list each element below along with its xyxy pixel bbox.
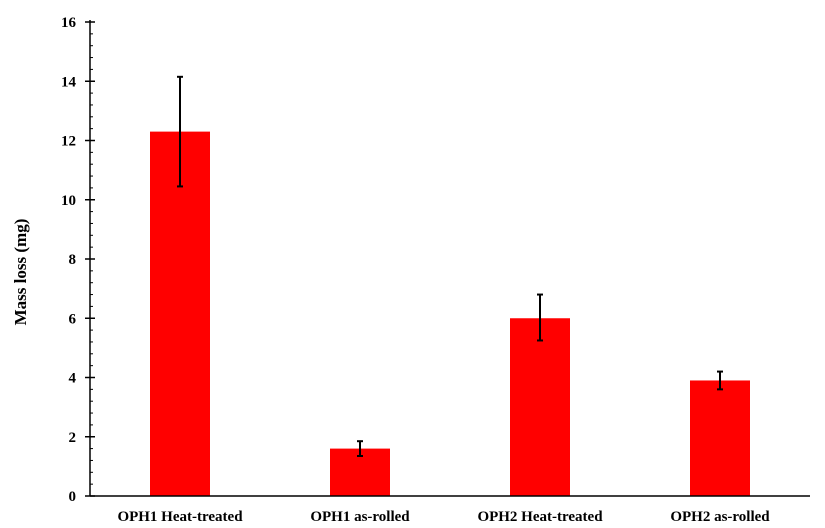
x-tick-label-1: OPH1 Heat-treated xyxy=(117,509,243,525)
y-tick-label: 6 xyxy=(69,311,77,327)
y-tick-label: 16 xyxy=(61,15,77,31)
x-tick-label-4: OPH2 as-rolled xyxy=(670,509,770,525)
error-bars-group xyxy=(177,75,723,458)
x-axis: OPH1 Heat-treated OPH1 as-rolled OPH2 Heat… xyxy=(90,495,810,525)
y-tick-label: 10 xyxy=(61,193,76,209)
y-tick-label: 14 xyxy=(61,74,77,90)
y-axis-title: Mass loss (mg) xyxy=(11,219,30,326)
x-tick-label-3: OPH2 Heat-treated xyxy=(477,509,603,525)
y-tick-label: 4 xyxy=(69,371,77,387)
bar-1 xyxy=(150,131,210,497)
y-axis: 0 2 4 6 8 10 12 14 16 xyxy=(61,15,95,505)
bar-3 xyxy=(510,318,570,496)
bar-4 xyxy=(690,380,750,496)
y-tick-label: 0 xyxy=(69,489,77,505)
y-tick-label: 8 xyxy=(69,252,77,268)
bars-group xyxy=(150,131,750,497)
y-tick-label: 2 xyxy=(69,430,77,446)
x-tick-label-2: OPH1 as-rolled xyxy=(310,509,410,525)
y-tick-label: 12 xyxy=(61,134,76,150)
